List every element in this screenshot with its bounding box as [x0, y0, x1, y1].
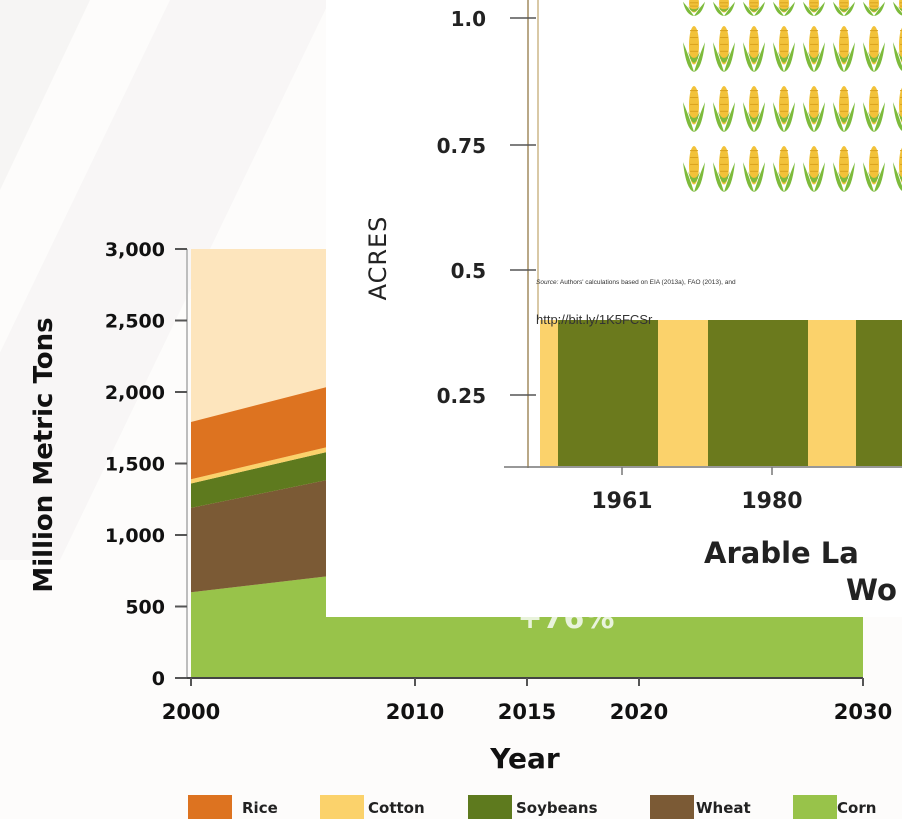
legend-swatch-wheat — [650, 795, 694, 819]
y-axis-label: Million Metric Tons — [29, 317, 59, 592]
acres-bar — [708, 320, 808, 466]
x-axis-label: Year — [489, 742, 560, 775]
corn-icon — [833, 86, 855, 132]
legend-swatch-corn — [793, 795, 837, 819]
corn-icon — [743, 146, 765, 192]
acres-y-tick-label: 1.0 — [451, 7, 486, 31]
acres-bar — [558, 320, 658, 466]
acres-x-label-line2: Wo — [846, 573, 897, 607]
corn-icon — [833, 26, 855, 72]
corn-icon — [803, 0, 825, 16]
y-tick-label: 1,500 — [105, 454, 165, 476]
corn-icon — [863, 146, 885, 192]
legend: Rice Cotton Soybeans Wheat Corn — [188, 795, 876, 819]
corn-icon — [683, 86, 705, 132]
corn-icon — [743, 26, 765, 72]
y-tick-label: 3,000 — [105, 239, 165, 261]
corn-icon — [743, 0, 765, 16]
corn-icon — [773, 0, 795, 16]
corn-icon — [803, 146, 825, 192]
y-tick-label: 1,000 — [105, 525, 165, 547]
corn-icon — [893, 0, 902, 16]
overlay-panel: 1.0 0.75 0.5 0.25 1961 1980 ACRES Arable La … — [326, 0, 902, 617]
corn-icon — [773, 26, 795, 72]
acres-bar — [808, 320, 856, 466]
corn-icon — [893, 87, 902, 131]
corn-icon — [713, 0, 735, 16]
corn-icon — [893, 147, 902, 191]
x-tick-label: 2000 — [162, 700, 220, 724]
acres-x-tick-label: 1980 — [741, 489, 802, 514]
legend-swatch-soybeans — [468, 795, 512, 819]
legend-swatch-cotton — [320, 795, 364, 819]
x-tick-label: 2020 — [610, 700, 668, 724]
acres-y-tick-label: 0.5 — [451, 259, 486, 283]
corn-icon — [743, 86, 765, 132]
acres-ticks: 1.0 0.75 0.5 0.25 — [437, 7, 536, 408]
corn-icon — [713, 146, 735, 192]
acres-bars — [504, 320, 902, 475]
source-label: Source: — [536, 279, 559, 286]
corn-icon-grid — [683, 0, 902, 192]
acres-bar — [540, 320, 558, 466]
acres-x-tick-label: 1961 — [591, 489, 652, 514]
corn-icon — [893, 27, 902, 71]
legend-label-cotton: Cotton — [368, 799, 425, 817]
bg-stripe — [0, 0, 330, 560]
corn-icon — [863, 0, 885, 16]
corn-icon — [863, 86, 885, 132]
corn-icon — [683, 146, 705, 192]
corn-icon — [863, 26, 885, 72]
short-link[interactable]: http://bit.ly/1K5FCSr — [536, 312, 653, 327]
legend-label-rice: Rice — [242, 799, 278, 817]
y-tick-label: 2,000 — [105, 382, 165, 404]
y-tick-label: 0 — [152, 668, 165, 690]
corn-icon — [773, 146, 795, 192]
acres-chart: 1.00.750.50.25 1961 1980 ACRES Arable La … — [364, 0, 902, 607]
corn-icon — [713, 86, 735, 132]
x-tick-label: 2030 — [834, 700, 892, 724]
corn-icon — [773, 86, 795, 132]
area-axes: 0 500 1,000 1,500 2,000 2,500 3,000 2000 2010 201… — [105, 239, 892, 724]
source-text: Authors' calculations based on EIA (2013… — [559, 279, 736, 286]
acres-x-label-line1: Arable La — [704, 536, 859, 570]
legend-label-soybeans: Soybeans — [516, 799, 598, 817]
legend-label-corn: Corn — [837, 799, 876, 817]
acres-y-tick-label: 0.75 — [437, 134, 486, 158]
y-tick-label: 2,500 — [105, 311, 165, 333]
y-tick-label: 500 — [125, 597, 165, 619]
acres-x-tick-labels: 1961 1980 — [591, 489, 802, 514]
legend-label-wheat: Wheat — [696, 799, 751, 817]
corn-icon — [683, 0, 705, 16]
corn-icon — [833, 146, 855, 192]
x-tick-label: 2010 — [386, 700, 444, 724]
corn-icon — [833, 0, 855, 16]
corn-icon — [803, 86, 825, 132]
corn-icon — [803, 26, 825, 72]
x-tick-label: 2015 — [498, 700, 556, 724]
corn-icon — [713, 26, 735, 72]
source-note: Source: Authors' calculations based on E… — [536, 279, 902, 286]
acres-bar — [856, 320, 902, 466]
legend-swatch-rice — [188, 795, 232, 819]
acres-bar — [658, 320, 708, 466]
acres-y-tick-label: 0.25 — [437, 384, 486, 408]
bg-stripe — [0, 0, 90, 190]
acres-y-axis-label: ACRES — [364, 216, 392, 301]
corn-icon — [683, 26, 705, 72]
